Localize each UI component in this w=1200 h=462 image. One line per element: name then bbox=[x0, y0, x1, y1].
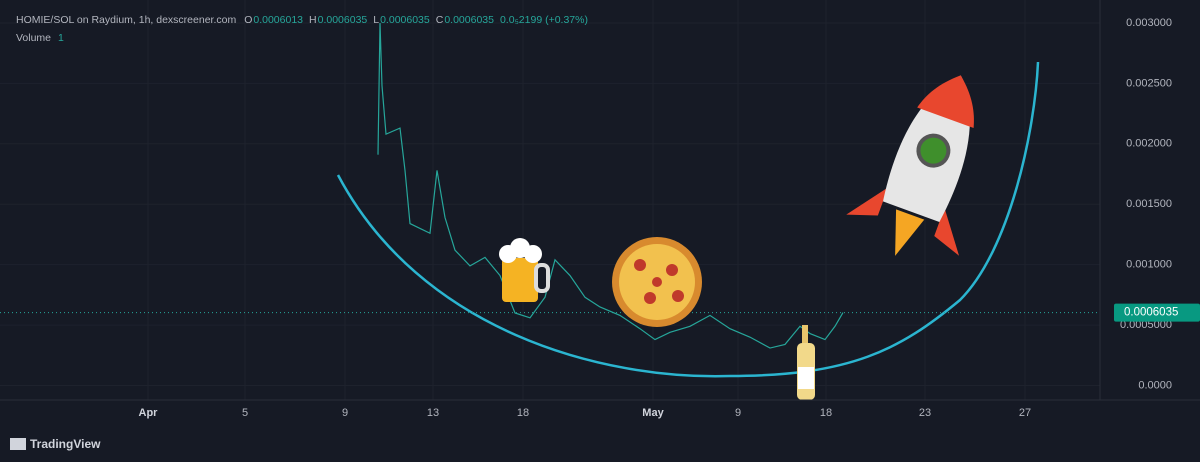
x-tick-label: May bbox=[642, 407, 664, 419]
y-tick-label: 0.003000 bbox=[1126, 17, 1172, 29]
x-tick-label: 18 bbox=[517, 407, 529, 419]
y-tick-label: 0.0005000 bbox=[1120, 319, 1172, 331]
ohlc-key: H bbox=[309, 14, 317, 26]
x-tick-label: 5 bbox=[242, 407, 248, 419]
header: HOMIE/SOL on Raydium, 1h, dexscreener.co… bbox=[16, 14, 588, 26]
ohlc-key: C bbox=[436, 14, 444, 26]
last-price-label: 0.0006035 bbox=[1124, 307, 1178, 319]
brand-logo bbox=[10, 438, 26, 450]
last-price-tag bbox=[1114, 303, 1200, 322]
rocket-icon bbox=[846, 75, 974, 256]
bottle-icon bbox=[797, 325, 815, 400]
y-tick-label: 0.001500 bbox=[1126, 198, 1172, 210]
y-tick-label: 0.002000 bbox=[1126, 138, 1172, 150]
y-tick-label: 0.001000 bbox=[1126, 259, 1172, 271]
grid bbox=[0, 0, 1100, 400]
x-tick-label: 27 bbox=[1019, 407, 1031, 419]
ohlc-key: O bbox=[244, 14, 252, 26]
ohlc-value: 0.0006035 bbox=[444, 14, 494, 26]
drawn-curve bbox=[336, 61, 1040, 378]
ohlc-value: 0.0006013 bbox=[253, 14, 303, 26]
volume-value: 1 bbox=[58, 32, 64, 44]
beer-icon bbox=[499, 238, 550, 302]
ohlc-key: L bbox=[373, 14, 379, 26]
brand: TradingView bbox=[30, 437, 101, 451]
plot bbox=[0, 22, 1100, 349]
x-tick-label: 18 bbox=[820, 407, 832, 419]
volume-label: Volume bbox=[16, 32, 51, 44]
y-tick-label: 0.0000 bbox=[1138, 379, 1172, 391]
x-tick-label: Apr bbox=[139, 407, 159, 419]
x-tick-label: 23 bbox=[919, 407, 931, 419]
ohlc-value: 0.0006035 bbox=[380, 14, 430, 26]
chart-title: HOMIE/SOL on Raydium, 1h, dexscreener.co… bbox=[16, 14, 236, 26]
ohlc-value: 0.0006035 bbox=[318, 14, 368, 26]
change: 0.0₅2199 (+0.37%) bbox=[500, 14, 588, 26]
price-line bbox=[377, 22, 844, 349]
x-tick-label: 9 bbox=[342, 407, 348, 419]
x-tick-label: 13 bbox=[427, 407, 439, 419]
x-tick-label: 9 bbox=[735, 407, 741, 419]
y-tick-label: 0.002500 bbox=[1126, 77, 1172, 89]
pizza-icon bbox=[612, 237, 702, 327]
